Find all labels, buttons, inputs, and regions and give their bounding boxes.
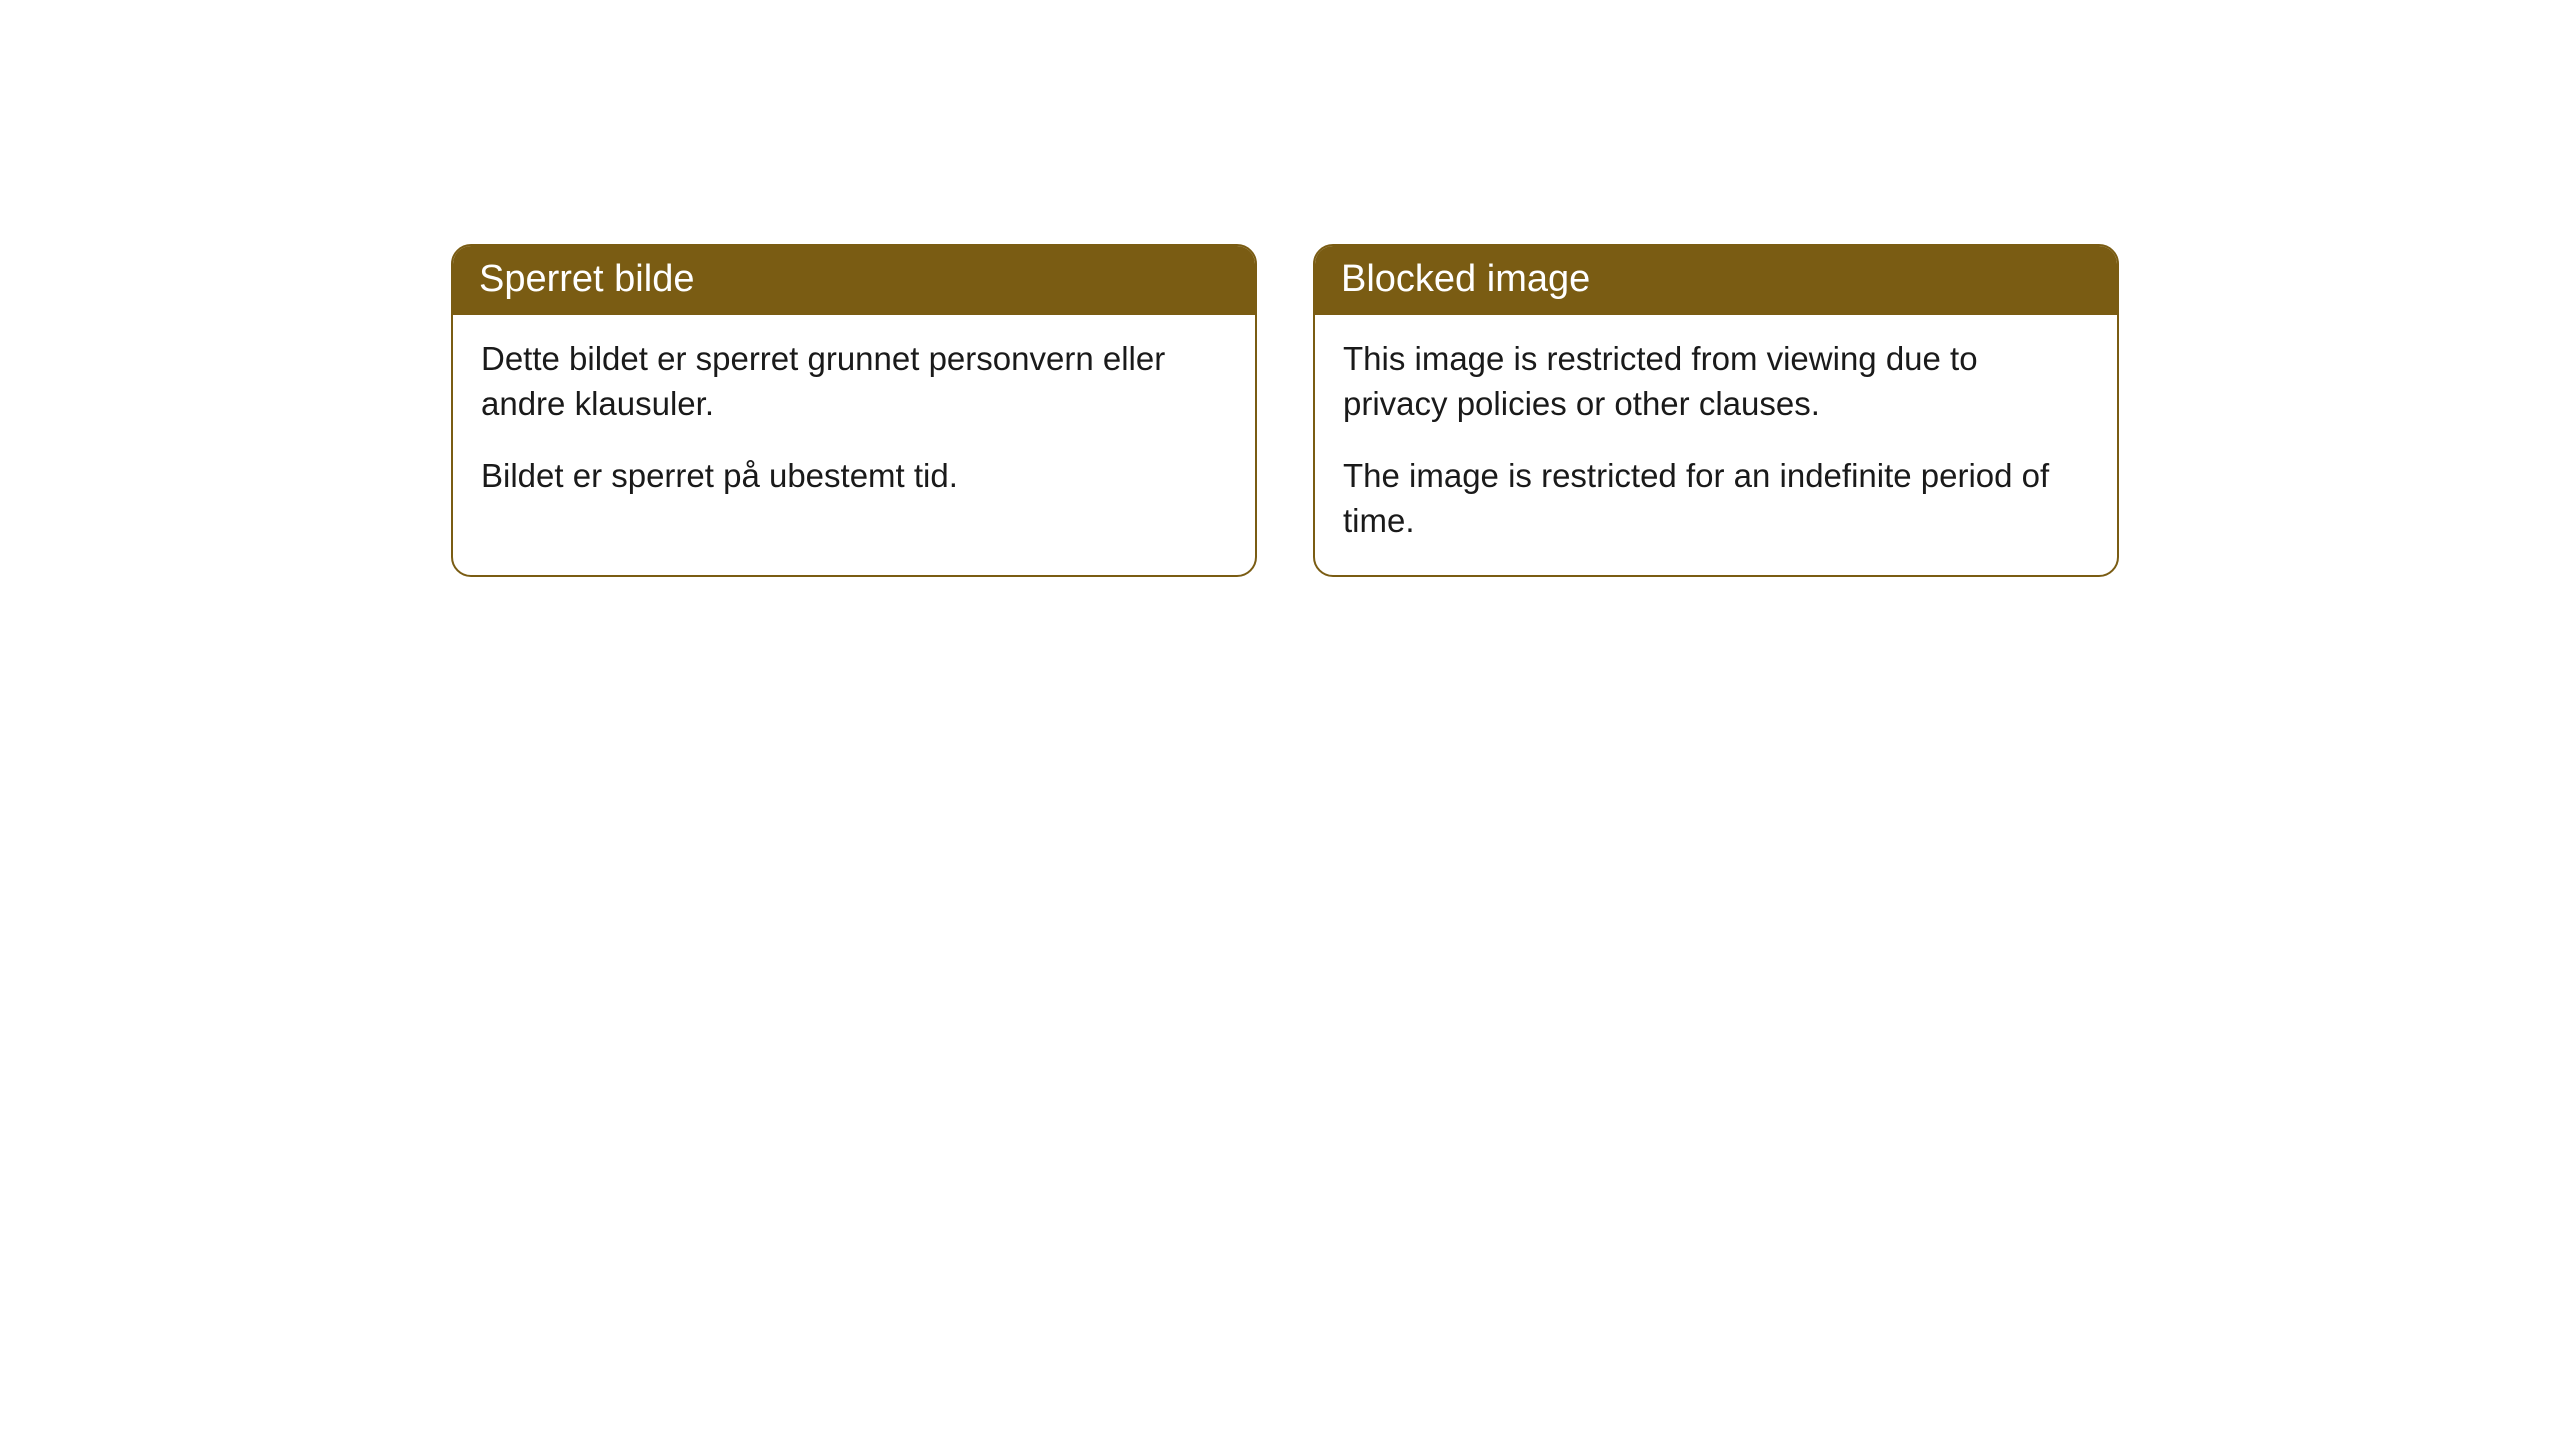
- card-header-english: Blocked image: [1315, 246, 2117, 315]
- card-para1-norwegian: Dette bildet er sperret grunnet personve…: [481, 337, 1227, 426]
- card-body-english: This image is restricted from viewing du…: [1315, 315, 2117, 575]
- cards-container: Sperret bilde Dette bildet er sperret gr…: [0, 0, 2560, 577]
- card-header-norwegian: Sperret bilde: [453, 246, 1255, 315]
- card-body-norwegian: Dette bildet er sperret grunnet personve…: [453, 315, 1255, 531]
- card-para1-english: This image is restricted from viewing du…: [1343, 337, 2089, 426]
- card-norwegian: Sperret bilde Dette bildet er sperret gr…: [451, 244, 1257, 577]
- card-para2-english: The image is restricted for an indefinit…: [1343, 454, 2089, 543]
- card-para2-norwegian: Bildet er sperret på ubestemt tid.: [481, 454, 1227, 499]
- card-english: Blocked image This image is restricted f…: [1313, 244, 2119, 577]
